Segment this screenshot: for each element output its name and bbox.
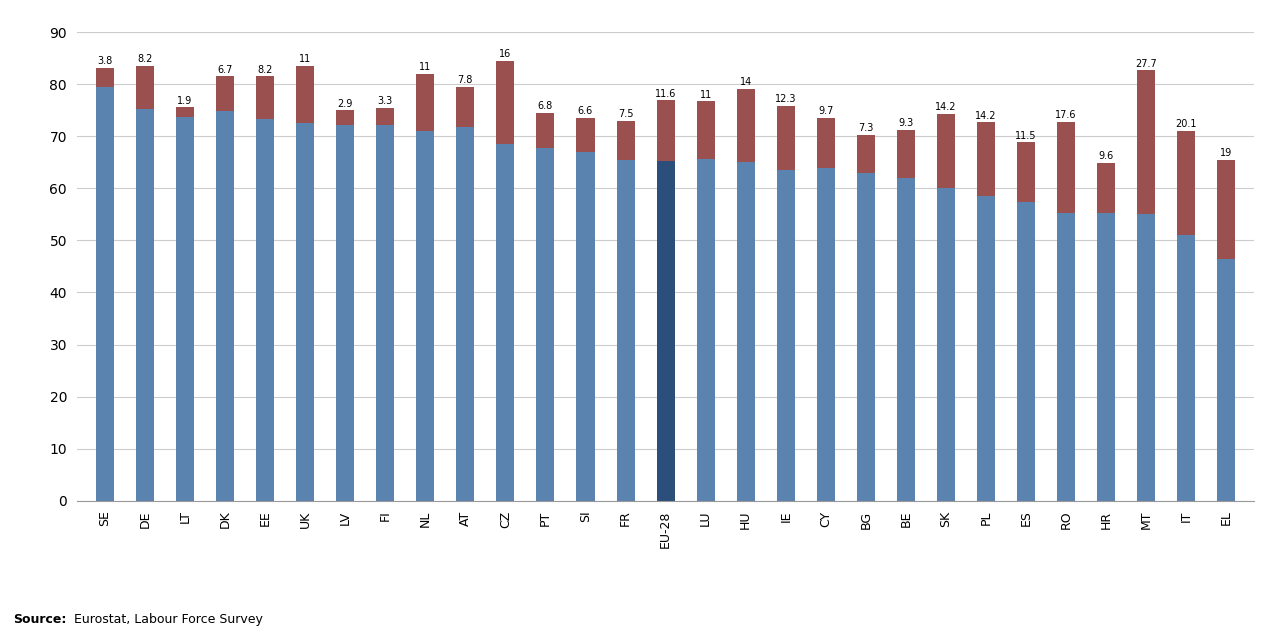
Bar [296, 66, 314, 123]
Text: 7.8: 7.8 [458, 75, 474, 85]
Bar [536, 148, 554, 501]
Bar [1018, 143, 1036, 202]
Bar [1178, 130, 1196, 235]
Bar [1097, 163, 1115, 213]
Text: 11: 11 [700, 90, 712, 100]
Bar [777, 170, 795, 501]
Bar [817, 168, 835, 501]
Bar [856, 135, 876, 173]
Text: 11.5: 11.5 [1015, 131, 1037, 141]
Text: 1.9: 1.9 [178, 96, 192, 105]
Bar [136, 108, 154, 501]
Bar [897, 178, 915, 501]
Bar [175, 117, 195, 501]
Bar [416, 131, 434, 501]
Text: 14.2: 14.2 [936, 102, 956, 112]
Text: 2.9: 2.9 [338, 99, 353, 108]
Text: 8.2: 8.2 [137, 55, 152, 64]
Bar [1178, 235, 1196, 501]
Bar [817, 117, 835, 168]
Bar [977, 122, 995, 196]
Text: 17.6: 17.6 [1056, 110, 1076, 120]
Bar [1137, 214, 1156, 501]
Bar [497, 61, 515, 144]
Bar [1057, 213, 1075, 501]
Text: 11.6: 11.6 [655, 89, 676, 99]
Bar [256, 76, 274, 119]
Text: 9.7: 9.7 [818, 106, 833, 116]
Text: 3.8: 3.8 [97, 56, 113, 66]
Bar [175, 107, 195, 117]
Bar [456, 87, 475, 127]
Bar [456, 127, 475, 501]
Bar [617, 121, 635, 160]
Text: Source:: Source: [13, 613, 67, 626]
Bar [617, 160, 635, 501]
Bar [296, 123, 314, 501]
Bar [1018, 202, 1036, 501]
Text: 19: 19 [1220, 148, 1233, 158]
Text: 14.2: 14.2 [975, 110, 997, 121]
Text: 20.1: 20.1 [1175, 119, 1197, 129]
Text: 9.6: 9.6 [1098, 152, 1114, 161]
Text: 7.3: 7.3 [858, 123, 873, 133]
Text: 27.7: 27.7 [1135, 58, 1157, 69]
Bar [256, 119, 274, 501]
Bar [937, 188, 955, 501]
Bar [696, 159, 714, 501]
Bar [136, 66, 154, 108]
Text: 11: 11 [300, 55, 311, 64]
Text: 14: 14 [740, 77, 751, 87]
Bar [497, 144, 515, 501]
Bar [1057, 122, 1075, 213]
Bar [536, 113, 554, 148]
Bar [737, 162, 755, 501]
Text: 11: 11 [419, 62, 431, 72]
Bar [977, 196, 995, 501]
Bar [376, 125, 394, 501]
Bar [1217, 259, 1235, 501]
Bar [657, 160, 675, 501]
Bar [337, 125, 355, 501]
Text: 16: 16 [499, 49, 512, 59]
Bar [1217, 160, 1235, 259]
Text: 6.8: 6.8 [538, 101, 553, 111]
Bar [337, 110, 355, 125]
Bar [576, 152, 594, 501]
Bar [216, 111, 234, 501]
Bar [737, 89, 755, 162]
Bar [937, 114, 955, 188]
Bar [1137, 70, 1156, 214]
Bar [856, 173, 876, 501]
Text: 8.2: 8.2 [257, 65, 273, 75]
Bar [657, 100, 675, 160]
Text: 7.5: 7.5 [618, 109, 634, 119]
Text: 9.3: 9.3 [899, 118, 914, 128]
Bar [777, 106, 795, 170]
Bar [96, 67, 114, 87]
Bar [696, 101, 714, 159]
Text: 12.3: 12.3 [774, 94, 796, 105]
Bar [376, 108, 394, 125]
Text: Eurostat, Labour Force Survey: Eurostat, Labour Force Survey [70, 613, 264, 626]
Text: 3.3: 3.3 [378, 96, 393, 106]
Bar [416, 74, 434, 131]
Bar [96, 87, 114, 501]
Text: 6.7: 6.7 [218, 65, 233, 75]
Bar [216, 76, 234, 111]
Bar [897, 130, 915, 178]
Bar [1097, 213, 1115, 501]
Bar [576, 118, 594, 152]
Text: 6.6: 6.6 [577, 107, 593, 116]
